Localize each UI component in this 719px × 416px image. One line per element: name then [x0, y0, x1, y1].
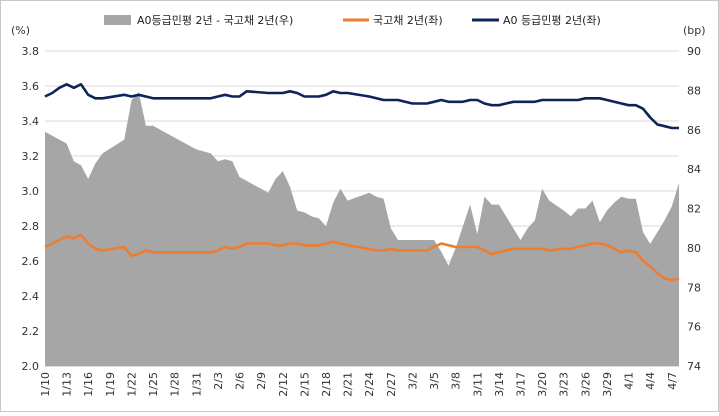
- legend-label-treasury: 국고채 2년(좌): [373, 14, 443, 27]
- x-tick-label: 3/14: [493, 372, 506, 397]
- right-tick-label: 88: [687, 84, 701, 97]
- x-tick-label: 4/4: [644, 372, 657, 390]
- right-tick-label: 84: [687, 163, 701, 176]
- x-tick-label: 3/8: [450, 372, 463, 390]
- x-tick-label: 2/9: [255, 372, 268, 390]
- treasury-2y-line: [44, 233, 680, 282]
- spread-area: [45, 92, 679, 367]
- x-tick-label: 2/6: [234, 372, 247, 390]
- right-tick-label: 74: [687, 360, 701, 373]
- x-tick-label: 4/7: [666, 372, 679, 390]
- x-tick-label: 3/20: [536, 372, 549, 397]
- x-tick-label: 1/19: [104, 372, 117, 397]
- left-tick-label: 3.4: [22, 115, 40, 128]
- left-tick-label: 3.8: [22, 45, 40, 58]
- axis-labels: 2.0 2.2 2.4 2.6 2.8 3.0 3.2 3.4 3.6 3.8 74 76 78 80 82…: [11, 24, 706, 397]
- legend: A0등급민평 2년 - 국고채 2년(우) 국고채 2년(좌) A0 등급민평 2년…: [104, 14, 601, 27]
- right-tick-label: 90: [687, 45, 701, 58]
- left-tick-label: 2.6: [22, 255, 40, 268]
- spread-area-layer: [45, 92, 679, 367]
- left-tick-label: 3.2: [22, 150, 40, 163]
- right-tick-label: 82: [687, 203, 701, 216]
- x-tick-label: 3/17: [515, 372, 528, 397]
- line-layer: [44, 83, 680, 282]
- legend-label-a0: A0 등급민평 2년(좌): [503, 14, 601, 27]
- x-tick-label: 2/24: [363, 372, 376, 397]
- right-unit-label: (bp): [683, 24, 706, 37]
- left-unit-label: (%): [11, 24, 30, 37]
- legend-label-spread: A0등급민평 2년 - 국고채 2년(우): [137, 14, 293, 27]
- right-tick-label: 78: [687, 281, 701, 294]
- right-tick-label: 76: [687, 321, 701, 334]
- x-tick-label: 2/27: [385, 372, 398, 397]
- x-tick-label: 1/25: [147, 372, 160, 397]
- left-tick-label: 2.8: [22, 220, 40, 233]
- right-tick-label: 86: [687, 124, 701, 137]
- x-tick-label: 2/12: [277, 372, 290, 397]
- x-tick-label: 2/15: [298, 372, 311, 397]
- x-tick-label: 3/2: [406, 372, 419, 390]
- x-tick-label: 3/23: [558, 372, 571, 397]
- x-tick-label: 3/26: [579, 372, 592, 397]
- x-tick-label: 3/29: [601, 372, 614, 397]
- legend-swatch-spread: [104, 15, 131, 25]
- a0-2y-line: [44, 83, 679, 130]
- x-tick-label: 4/1: [623, 372, 636, 390]
- x-tick-label: 2/21: [342, 372, 355, 397]
- left-tick-label: 2.2: [22, 325, 40, 338]
- x-tick-label: 1/16: [82, 372, 95, 397]
- x-tick-label: 1/13: [61, 372, 74, 397]
- left-tick-label: 2.4: [22, 290, 40, 303]
- x-tick-label: 1/28: [169, 372, 182, 397]
- x-tick-label: 2/3: [212, 372, 225, 390]
- left-tick-label: 2.0: [22, 360, 40, 373]
- right-tick-label: 80: [687, 242, 701, 255]
- x-tick-label: 3/11: [471, 372, 484, 397]
- x-tick-label: 1/22: [125, 372, 138, 397]
- x-tick-label: 1/10: [39, 372, 52, 397]
- left-tick-label: 3.6: [22, 80, 40, 93]
- x-tick-label: 2/18: [320, 372, 333, 397]
- x-tick-label: 3/5: [428, 372, 441, 390]
- x-tick-label: 1/31: [190, 372, 203, 397]
- left-tick-label: 3.0: [22, 185, 40, 198]
